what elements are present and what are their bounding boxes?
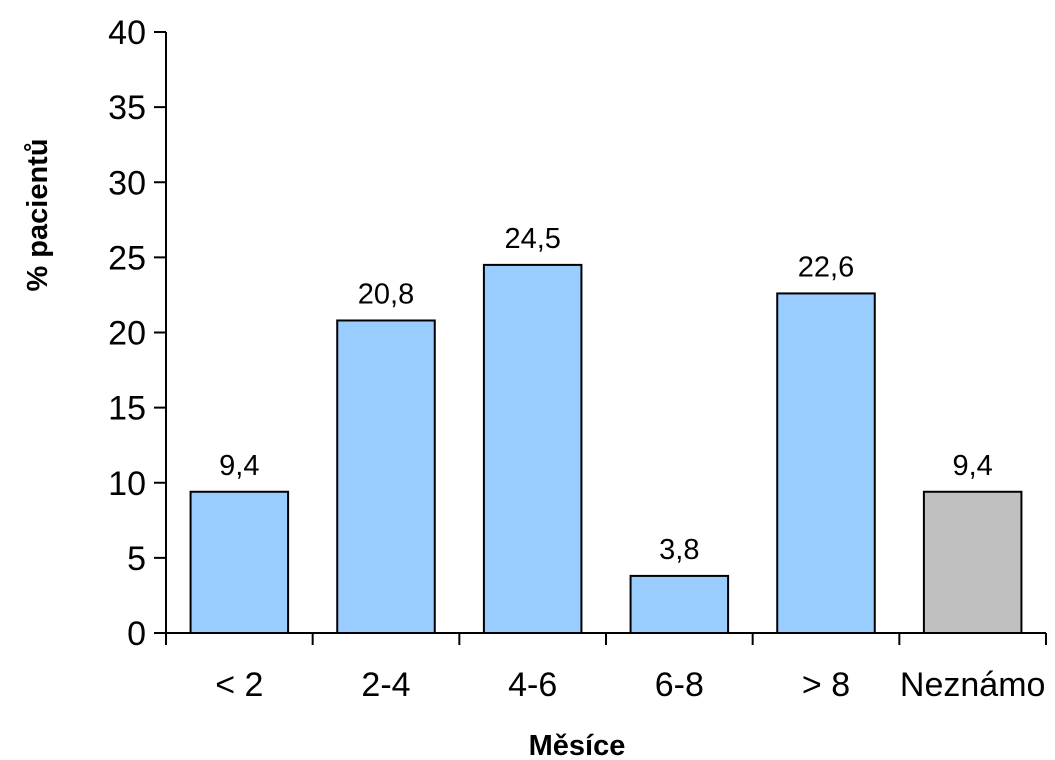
x-tick-label: > 8 [802, 666, 850, 704]
y-tick-label: 5 [127, 540, 146, 578]
y-tick-label: 15 [108, 390, 146, 428]
bar-value-label: 22,6 [798, 251, 854, 283]
bar-value-label: 9,4 [219, 450, 259, 482]
bar-3 [482, 263, 583, 634]
bar-value-label: 20,8 [358, 278, 414, 310]
x-tick-label: 4-6 [508, 666, 557, 704]
x-tick-label: Neznámo [900, 666, 1046, 704]
x-tick-label: < 2 [215, 666, 263, 704]
y-tick-label: 20 [108, 315, 146, 353]
y-tick-label: 0 [127, 615, 146, 653]
y-tick-label: 40 [108, 14, 146, 52]
x-tick-label: 6-8 [655, 666, 704, 704]
y-tick-label: 10 [108, 465, 146, 503]
y-tick-label: 25 [108, 239, 146, 277]
bar-value-label: 24,5 [504, 223, 560, 255]
bar-value-label: 3,8 [659, 534, 699, 566]
x-tick-label: 2-4 [361, 666, 410, 704]
bar-2 [336, 319, 436, 634]
bar-value-label: 9,4 [953, 450, 993, 482]
y-tick-label: 30 [108, 164, 146, 202]
y-axis: 0 5 10 15 20 25 30 35 40 [108, 14, 167, 653]
bar-4 [629, 574, 730, 635]
value-labels-group: 9,4 20,8 24,5 3,8 22,6 9,4 [219, 223, 993, 566]
bars-group [189, 263, 1023, 635]
y-axis-title: % pacientů [22, 138, 54, 291]
bar-5 [776, 292, 876, 634]
x-axis-title: Měsíce [529, 730, 626, 760]
x-axis: < 2 2-4 4-6 6-8 > 8 Neznámo [154, 632, 1047, 704]
y-tick-label: 35 [108, 89, 146, 127]
bar-6 [922, 490, 1023, 635]
bar-1 [189, 490, 290, 635]
